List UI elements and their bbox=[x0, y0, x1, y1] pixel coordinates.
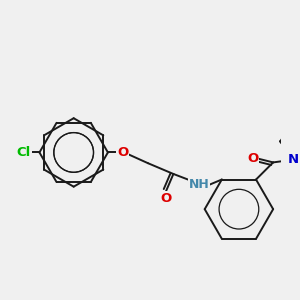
Text: NH: NH bbox=[188, 178, 209, 191]
Text: N: N bbox=[288, 154, 299, 166]
Text: O: O bbox=[117, 146, 128, 159]
Text: O: O bbox=[247, 152, 258, 165]
Text: O: O bbox=[160, 192, 172, 205]
Text: Cl: Cl bbox=[17, 146, 31, 159]
